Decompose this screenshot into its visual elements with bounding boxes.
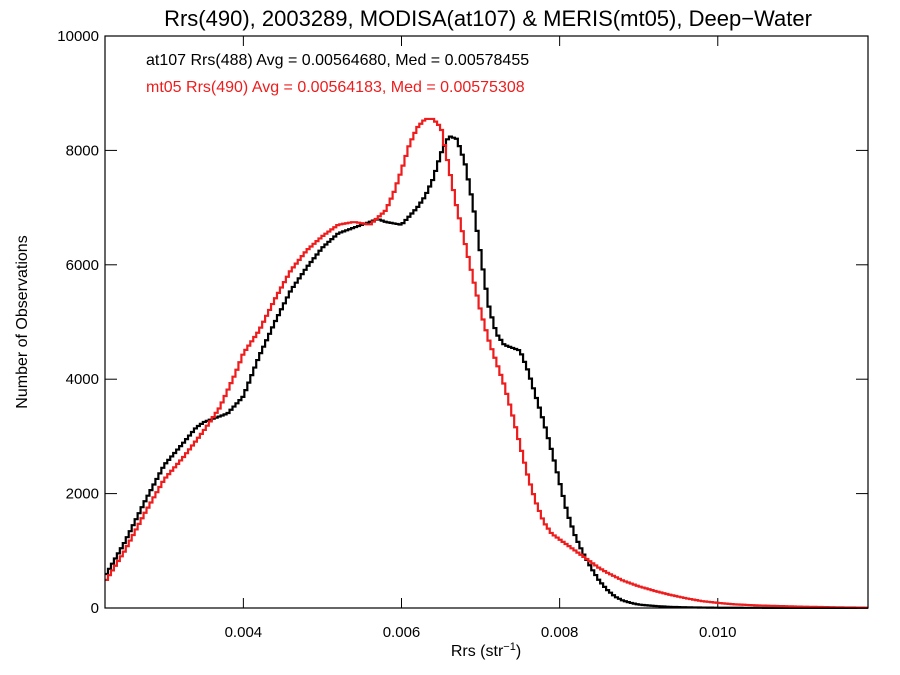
x-axis-label-close: ) <box>516 643 521 660</box>
y-tick-label: 0 <box>91 600 99 617</box>
y-tick-label: 2000 <box>66 486 99 503</box>
annotation-at107: at107 Rrs(488) Avg = 0.00564680, Med = 0… <box>146 52 529 69</box>
series-mt05-line <box>105 117 869 609</box>
x-axis-label: Rrs (str−1) <box>451 641 521 660</box>
x-axis: 0.004 0.006 0.008 0.010 <box>225 36 737 641</box>
y-tick-label: 10000 <box>57 28 99 45</box>
y-tick-label: 4000 <box>66 371 99 388</box>
y-axis: 0 2000 4000 6000 8000 10000 <box>57 28 868 617</box>
plot-frame <box>104 35 869 609</box>
annotation-mt05: mt05 Rrs(490) Avg = 0.00564183, Med = 0.… <box>146 79 525 96</box>
x-tick-label: 0.008 <box>541 624 579 641</box>
x-tick-label: 0.004 <box>225 624 263 641</box>
x-tick-label: 0.006 <box>383 624 421 641</box>
y-axis-label: Number of Observations <box>14 235 31 408</box>
y-tick-label: 8000 <box>66 142 99 159</box>
x-axis-label-main: Rrs (str <box>451 643 504 660</box>
y-tick-label: 6000 <box>66 257 99 274</box>
x-tick-label: 0.010 <box>699 624 737 641</box>
x-axis-label-superscript: −1 <box>503 641 516 653</box>
chart-title: Rrs(490), 2003289, MODISA(at107) & MERIS… <box>164 6 812 31</box>
